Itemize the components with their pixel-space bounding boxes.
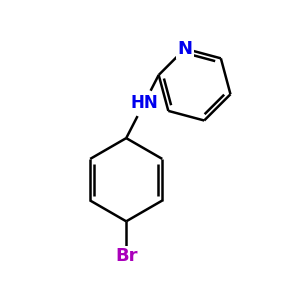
Text: HN: HN [130,94,158,112]
Text: N: N [178,40,193,58]
Text: Br: Br [115,248,137,266]
